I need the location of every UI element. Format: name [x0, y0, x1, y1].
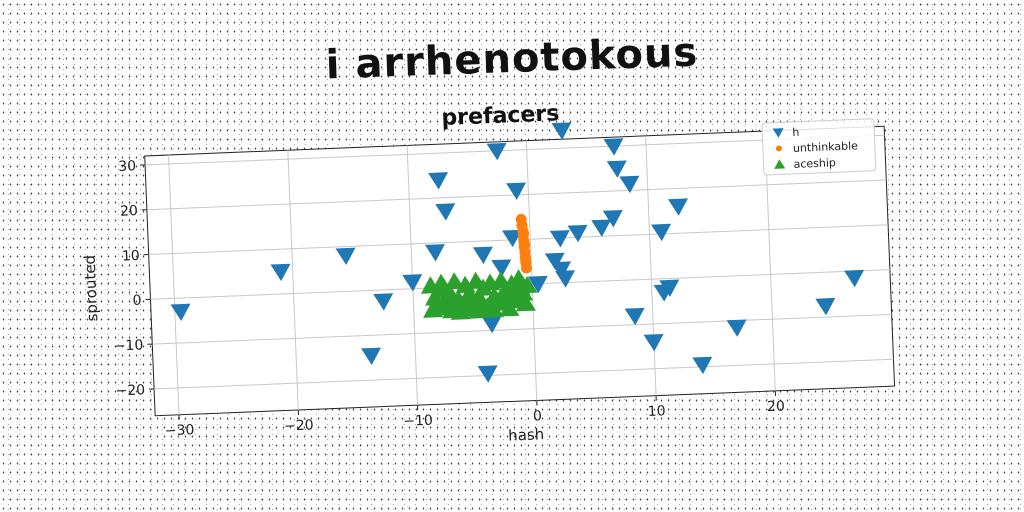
y-tick-label: −10 — [113, 337, 143, 354]
marker-aceship — [423, 300, 444, 318]
x-tick-label: 0 — [533, 408, 543, 424]
marker-h — [567, 224, 588, 243]
marker-h — [619, 175, 640, 194]
marker-h — [491, 259, 512, 277]
y-gridline — [154, 358, 894, 390]
x-axis-label: hash — [508, 425, 545, 444]
x-tick-label: 20 — [767, 398, 785, 415]
marker-h — [424, 244, 445, 262]
legend-marker — [774, 159, 786, 169]
plot-area — [144, 125, 896, 417]
marker-h — [477, 365, 498, 383]
x-tick-label: 10 — [647, 403, 665, 420]
marker-h — [603, 138, 624, 156]
marker-h — [844, 269, 865, 288]
marker-aceship — [484, 300, 505, 318]
marker-h — [549, 230, 570, 248]
marker-aceship — [464, 292, 485, 311]
marker-h — [726, 319, 747, 337]
marker-h — [270, 263, 291, 282]
legend-marker — [775, 145, 782, 152]
marker-unthinkable — [519, 239, 531, 251]
marker-h — [668, 198, 688, 216]
marker-unthinkable — [517, 227, 529, 239]
marker-h — [591, 219, 612, 237]
y-tick-label: 10 — [122, 248, 140, 265]
marker-aceship — [510, 278, 531, 296]
marker-h — [472, 246, 493, 265]
marker-h — [527, 275, 548, 294]
x-gridline — [525, 140, 538, 401]
marker-unthinkable — [520, 262, 532, 274]
marker-aceship — [500, 282, 521, 300]
marker-h — [402, 274, 423, 292]
marker-h — [643, 333, 664, 352]
marker-h — [361, 347, 382, 365]
marker-h — [659, 279, 680, 297]
marker-aceship — [468, 301, 489, 319]
data-markers — [170, 122, 865, 383]
marker-h — [602, 210, 623, 228]
legend-marker — [772, 128, 784, 138]
marker-aceship — [443, 293, 464, 312]
y-axis-label: sprouted — [81, 255, 102, 322]
marker-aceship — [450, 302, 471, 320]
x-gridline — [287, 150, 299, 411]
x-tick-label: −10 — [403, 413, 433, 430]
marker-h — [435, 203, 456, 221]
y-gridline — [148, 224, 889, 256]
marker-h — [606, 160, 627, 178]
y-tick-label: 30 — [118, 158, 136, 175]
y-gridline — [145, 134, 885, 166]
marker-h — [544, 252, 565, 271]
y-axis-ticks: −20 −10 0 10 20 30 — [113, 158, 155, 399]
marker-h — [481, 315, 502, 334]
marker-h — [555, 270, 576, 288]
y-tick-label: 0 — [132, 293, 142, 309]
chart-title: prefacers — [441, 101, 560, 131]
x-tick-label: −30 — [165, 422, 195, 439]
x-gridline — [168, 154, 180, 415]
marker-h — [551, 122, 572, 140]
legend-label: unthinkable — [793, 139, 859, 155]
legend-label: aceship — [793, 156, 836, 171]
x-gridline — [645, 135, 657, 396]
marker-h — [502, 229, 523, 248]
marker-h — [506, 182, 527, 200]
marker-h — [651, 223, 672, 242]
marker-h — [428, 172, 449, 190]
legend-box — [761, 118, 877, 176]
marker-aceship — [429, 280, 450, 298]
marker-h — [170, 303, 191, 322]
marker-unthinkable — [520, 254, 532, 266]
y-tick-label: 20 — [120, 203, 138, 220]
x-axis-ticks: −30 −20 −10 0 10 20 — [165, 390, 785, 439]
y-gridline — [152, 313, 892, 345]
marker-h — [624, 307, 645, 326]
marker-h — [335, 247, 356, 266]
y-tick-label: −20 — [115, 382, 145, 399]
marker-h — [486, 142, 507, 161]
x-tick-label: −20 — [284, 417, 314, 434]
marker-aceship — [444, 272, 465, 290]
marker-h — [692, 356, 713, 375]
legend-label: h — [792, 126, 800, 139]
marker-h — [373, 293, 394, 311]
marker-h — [815, 297, 836, 316]
marker-aceship — [516, 294, 537, 312]
marker-h — [551, 261, 572, 279]
